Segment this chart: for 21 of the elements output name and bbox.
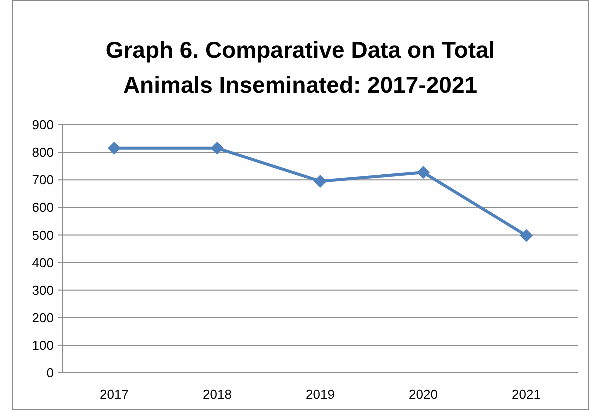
- point: [520, 229, 533, 242]
- y-tick-label: 700: [32, 172, 54, 188]
- point: [417, 166, 430, 180]
- y-tick-label: 400: [32, 255, 54, 270]
- point: [314, 174, 327, 188]
- point: [211, 142, 224, 155]
- y-tick-label: 200: [32, 310, 54, 326]
- y-tick-label: 500: [32, 228, 54, 243]
- x-tick-label: 2018: [203, 387, 232, 402]
- y-tick-label: 900: [32, 118, 54, 133]
- x-tick-label: 2017: [100, 387, 129, 402]
- point: [108, 142, 121, 155]
- y-tick-label: 600: [32, 200, 54, 216]
- chart-title: Graph 6. Comparative Data on Total Animals Inseminated: 2017-2021: [106, 37, 496, 98]
- x-tick-label: 2019: [306, 387, 335, 402]
- x-tick-label: 2021: [512, 387, 541, 402]
- x-tick-label: 2020: [409, 387, 438, 402]
- y-tick-label: 800: [32, 145, 54, 160]
- y-tick-label: 0: [46, 366, 54, 381]
- y-tick-label: 100: [32, 338, 54, 353]
- y-tick-label: 300: [32, 282, 54, 298]
